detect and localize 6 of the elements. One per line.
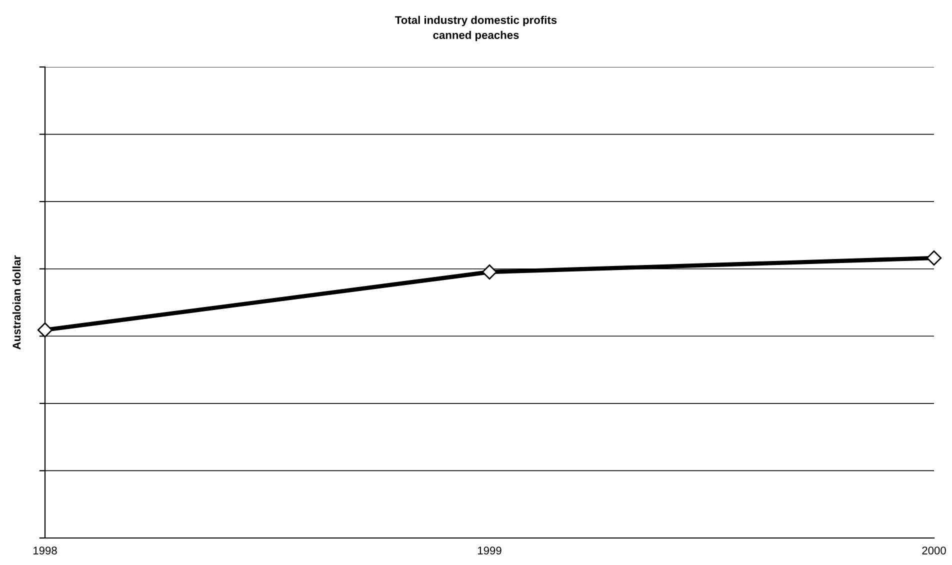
- y-axis-title: Australoian dollar: [12, 255, 21, 350]
- x-tick-label: 2000: [922, 546, 946, 554]
- x-tick-label: 1999: [478, 546, 502, 554]
- chart-title: Total industry domestic profits: [395, 16, 557, 26]
- chart-subtitle: canned peaches: [433, 30, 519, 42]
- x-tick-label: 1998: [33, 546, 57, 554]
